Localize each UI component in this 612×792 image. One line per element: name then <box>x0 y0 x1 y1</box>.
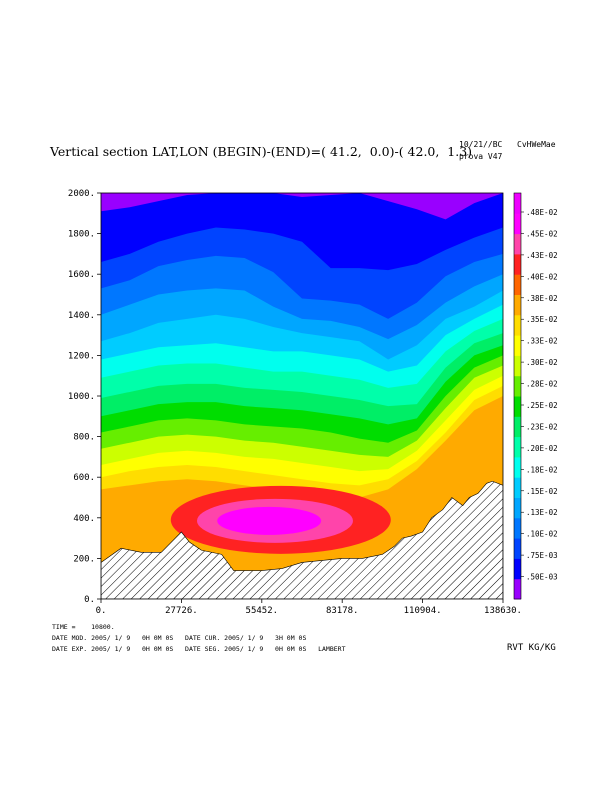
colorbar-label: .13E-02 <box>526 508 558 517</box>
header-prova: prova V47 <box>459 152 503 161</box>
colorbar-label: .18E-02 <box>526 465 558 474</box>
colorbar-segment <box>514 274 521 295</box>
colorbar-segment <box>514 497 521 519</box>
colorbar-segment <box>514 396 521 417</box>
y-tick-label: 600. <box>73 473 95 483</box>
chart-title: Vertical section LAT,LON (BEGIN)-(END)=(… <box>50 144 473 159</box>
colorbar-label: .35E-02 <box>526 315 558 324</box>
colorbar-label: .38E-02 <box>526 294 558 303</box>
colorbar-segment <box>514 314 521 336</box>
colorbar-segment <box>514 558 521 580</box>
footer-date-line-2: DATE EXP. 2005/ 1/ 9 0H 0M 0S DATE SEG. … <box>52 645 346 653</box>
colorbar-segment <box>514 456 521 478</box>
header-date-code: 10/21//BC <box>459 140 503 149</box>
plot-axes: 0. 200. 400. 600. 800. 1000. 1200. 1400. 1600. 18… <box>68 189 522 616</box>
x-tick-label: 83178. <box>326 606 359 616</box>
colorbar-label: .23E-02 <box>526 422 558 431</box>
colorbar-label: .33E-02 <box>526 337 558 346</box>
x-tick-label: 138630. <box>484 606 522 616</box>
plot-area <box>101 193 503 599</box>
footer-date-line-1: DATE MOD. 2005/ 1/ 9 0H 0M 0S DATE CUR. … <box>52 634 307 642</box>
variable-label: RVT KG/KG <box>507 643 556 653</box>
x-tick-label: 55452. <box>246 606 279 616</box>
colorbar-segment <box>514 355 521 377</box>
x-tick-label: 0. <box>96 606 107 616</box>
colorbar-label: .10E-02 <box>526 530 558 539</box>
colorbar-segment <box>514 477 521 498</box>
moist-core-inner <box>217 506 322 535</box>
colorbar-label: .30E-02 <box>526 358 558 367</box>
y-tick-label: 1200. <box>68 351 95 361</box>
y-tick-label: 800. <box>73 433 95 443</box>
colorbar-segment <box>514 375 521 397</box>
colorbar-segment <box>514 253 521 275</box>
colorbar-segment <box>514 517 521 539</box>
colorbar-segment <box>514 193 521 214</box>
colorbar-label: .75E-03 <box>526 551 558 560</box>
colorbar-label: .20E-02 <box>526 444 558 453</box>
header-run-id: CvHWeMae <box>517 140 556 149</box>
colorbar-label: .15E-02 <box>526 487 558 496</box>
terrain <box>101 480 503 599</box>
y-tick-label: 200. <box>73 554 95 564</box>
y-tick-label: 400. <box>73 514 95 524</box>
colorbar-segment <box>514 436 521 458</box>
colorbar-segment <box>514 538 521 559</box>
x-tick-label: 110904. <box>404 606 442 616</box>
y-tick-label: 1400. <box>68 311 95 321</box>
y-tick-label: 0. <box>84 595 95 605</box>
y-tick-label: 1600. <box>68 270 95 280</box>
colorbar-label: .28E-02 <box>526 380 558 389</box>
colorbar-frame <box>513 192 522 600</box>
colorbar-label: .40E-02 <box>526 272 558 281</box>
colorbar-segment <box>514 335 521 356</box>
colorbar-label: .48E-02 <box>526 208 558 217</box>
colorbar-segment <box>514 578 521 600</box>
y-tick-label: 1800. <box>68 230 95 240</box>
colorbar-label: .50E-03 <box>526 573 558 582</box>
colorbar-label: .45E-02 <box>526 229 558 238</box>
y-tick-label: 2000. <box>68 189 95 199</box>
footer-time: TIME = 10800. <box>52 623 115 631</box>
colorbar-segment <box>514 233 521 255</box>
colorbar-segment <box>514 416 521 438</box>
colorbar-label: .25E-02 <box>526 401 558 410</box>
colorbar-segment <box>514 213 521 235</box>
colorbar: .50E-03 .75E-03 .10E-02 .13E-02 .15E-02 .18E-… <box>513 192 558 600</box>
x-tick-label: 27726. <box>165 606 198 616</box>
colorbar-label: .43E-02 <box>526 251 558 260</box>
y-tick-label: 1000. <box>68 392 95 402</box>
colorbar-segment <box>514 294 521 316</box>
